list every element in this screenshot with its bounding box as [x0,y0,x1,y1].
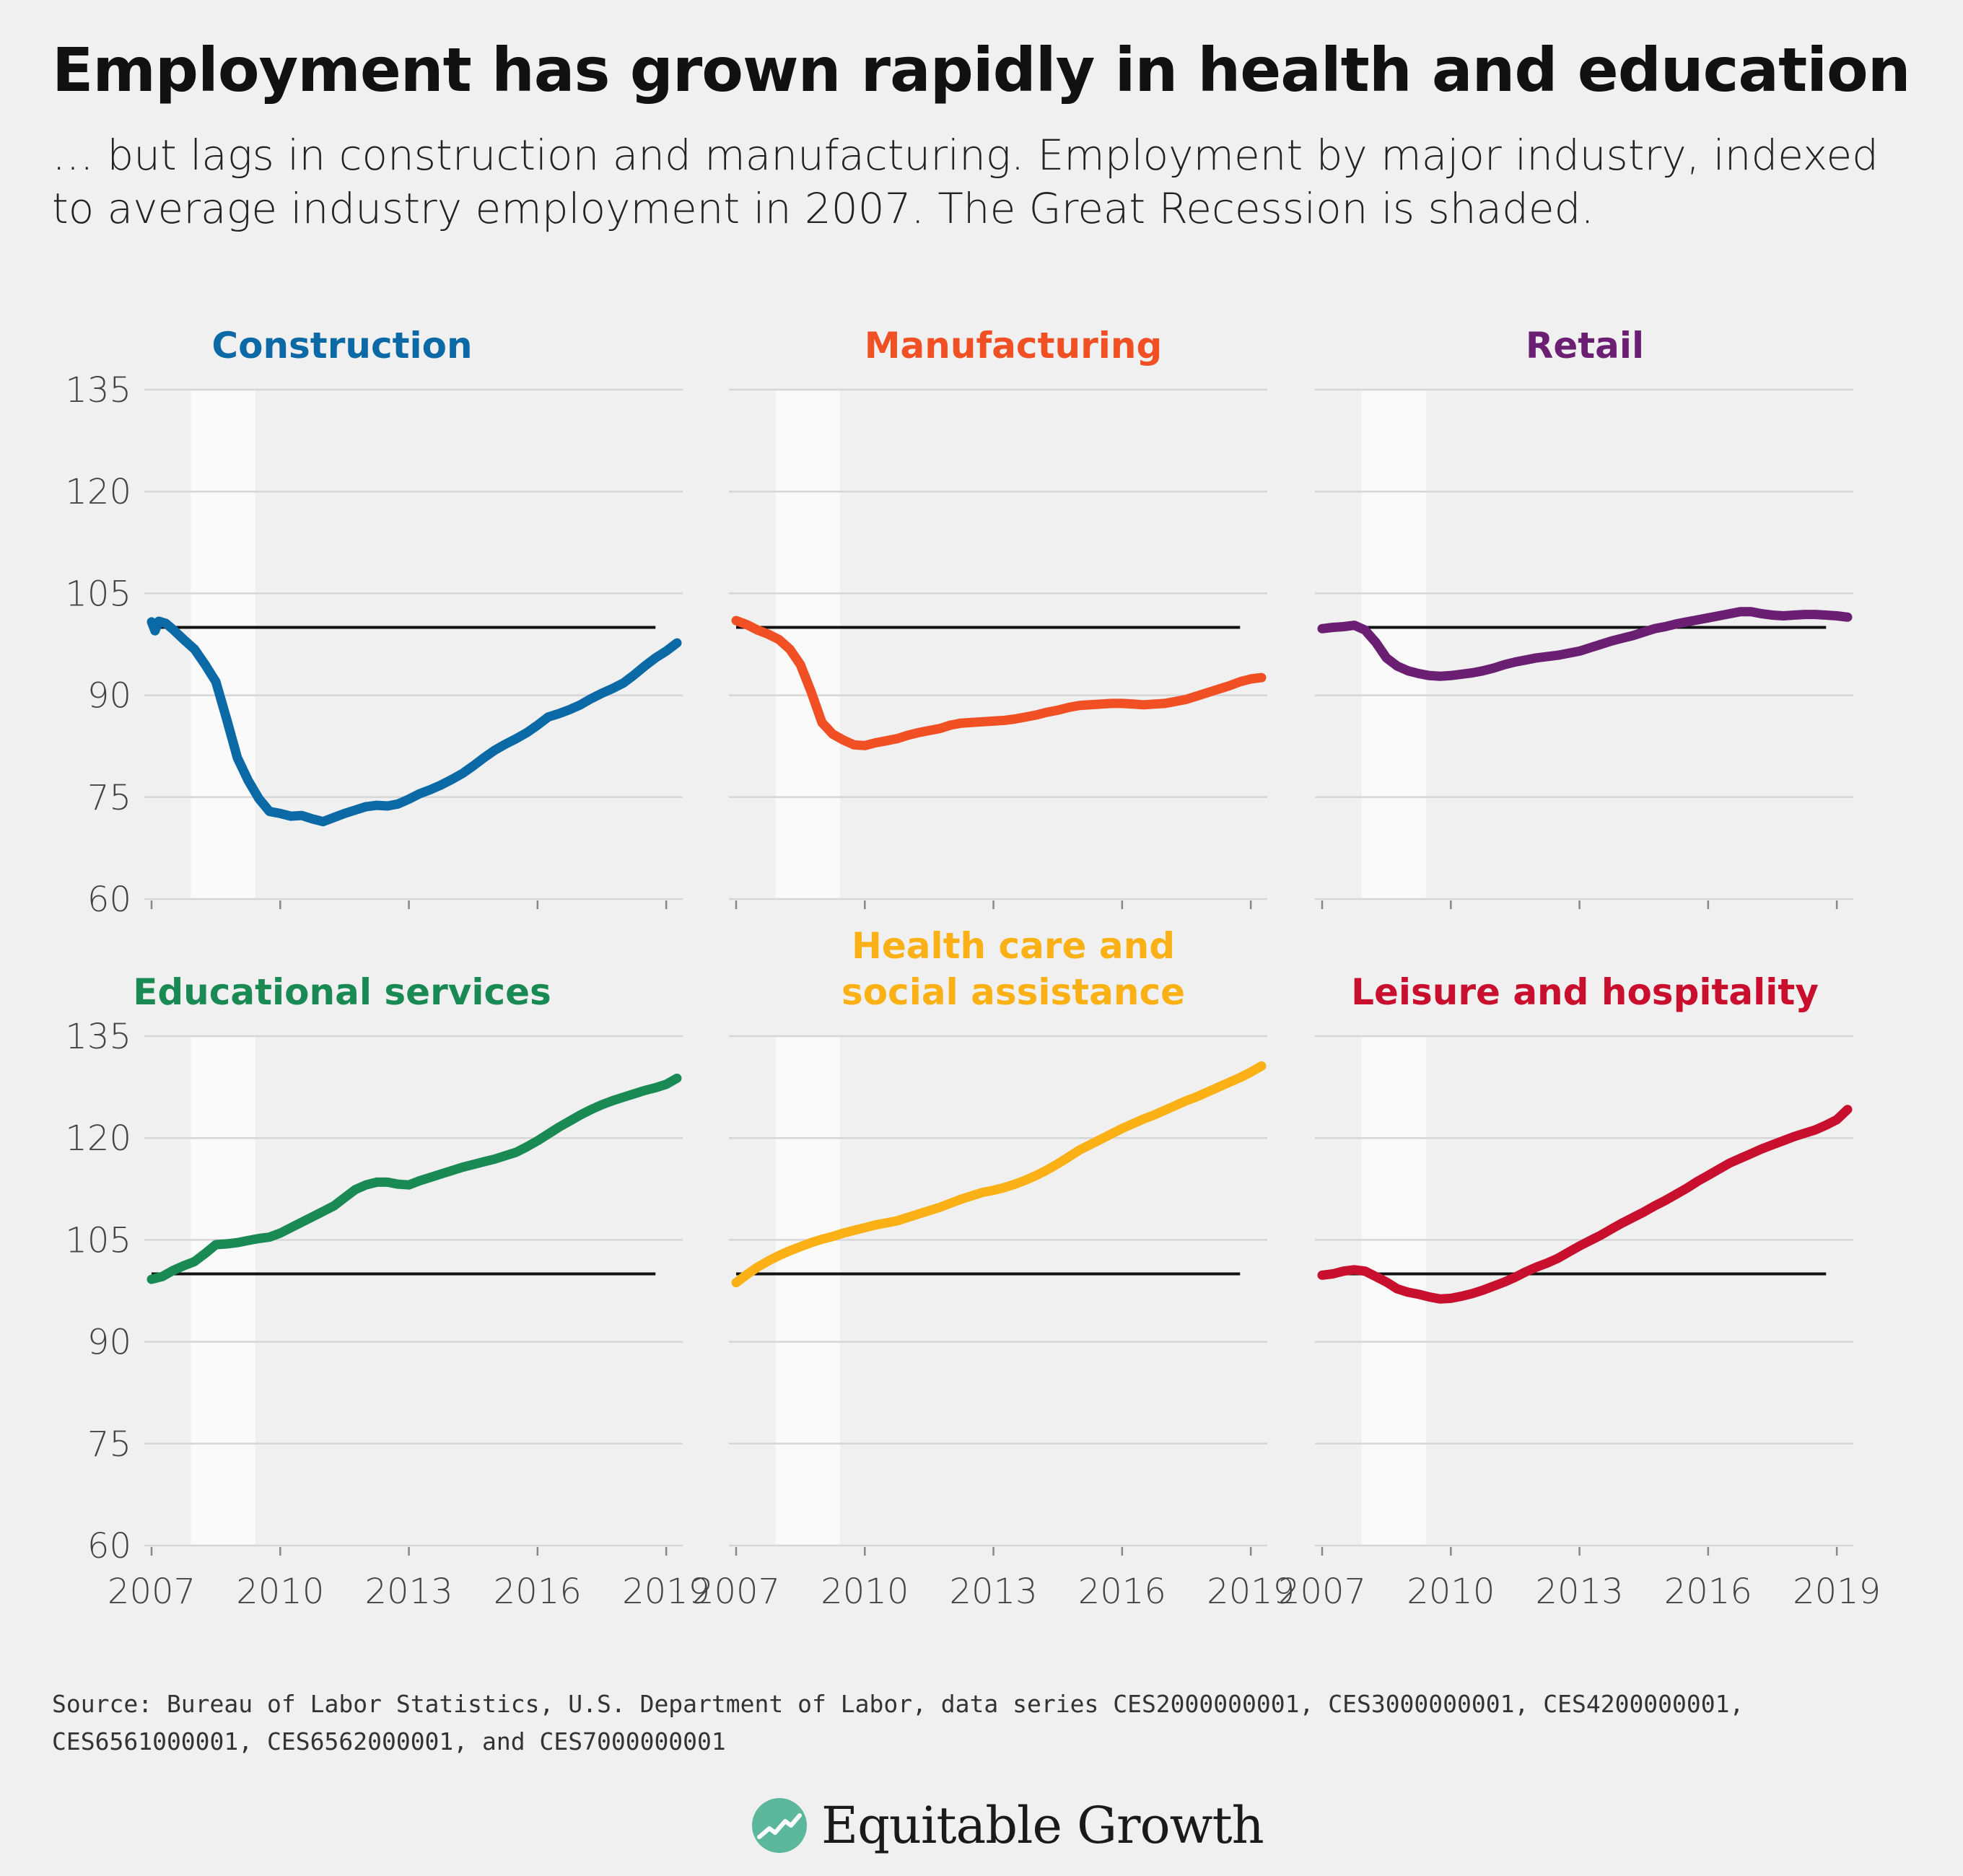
y-tick-label: 135 [65,370,131,411]
series-line [1317,1105,1853,1304]
equitable-growth-logo-icon [752,1798,807,1853]
x-tick-label: 2007 [1278,1572,1366,1612]
panel-title: Leisure and hospitality [1351,971,1819,1013]
x-tick-label: 2010 [821,1572,909,1612]
series-line [1317,607,1853,681]
y-tick-label: 90 [87,676,131,716]
series-line [731,615,1267,750]
x-tick-label: 2019 [1793,1572,1881,1612]
brand-footer: Equitable Growth [751,1789,1264,1862]
brand-name: Equitable Growth [821,1796,1264,1855]
panel-title: Manufacturing [865,325,1163,367]
y-tick-label: 60 [87,880,131,920]
y-tick-label: 60 [87,1526,131,1566]
x-tick-label: 2007 [108,1572,196,1612]
x-tick-label: 2013 [949,1572,1037,1612]
y-tick-label: 105 [65,1220,131,1261]
x-tick-label: 2019 [1207,1572,1295,1612]
page-subtitle: … but lags in construction and manufactu… [52,131,1879,233]
panel-title: Construction [211,325,472,367]
series-line [147,616,682,827]
y-tick-label: 75 [87,778,131,818]
x-tick-label: 2016 [494,1572,582,1612]
recession-shading [191,1036,255,1546]
y-tick-label: 75 [87,1424,131,1465]
x-tick-label: 2016 [1664,1572,1752,1612]
small-multiples-chart: 60 75 90 105 120 135 Construction Manufacturing… [65,325,1881,1612]
y-tick-label: 135 [65,1017,131,1057]
x-tick-label: 2019 [622,1572,710,1612]
y-tick-label: 105 [65,574,131,614]
recession-shading [775,1036,840,1546]
panel-title: Educational services [133,971,551,1013]
panel-title: Retail [1526,325,1644,367]
x-tick-label: 2013 [1535,1572,1623,1612]
y-tick-label: 120 [65,472,131,512]
y-tick-label: 90 [87,1323,131,1363]
x-tick-label: 2010 [1407,1572,1495,1612]
y-tick-label: 120 [65,1118,131,1159]
panel-title: Health care and [852,925,1175,967]
recession-shading [191,390,255,899]
x-tick-label: 2013 [364,1572,453,1612]
series-line [147,1073,682,1284]
x-tick-label: 2016 [1078,1572,1166,1612]
recession-shading [1361,390,1426,899]
panel-title: social assistance [841,971,1185,1013]
series-line [731,1061,1267,1288]
x-tick-label: 2007 [692,1572,780,1612]
x-tick-label: 2010 [236,1572,324,1612]
source-note: Source: Bureau of Labor Statistics, U.S.… [52,1690,1744,1756]
page-title: Employment has grown rapidly in health a… [52,35,1911,105]
